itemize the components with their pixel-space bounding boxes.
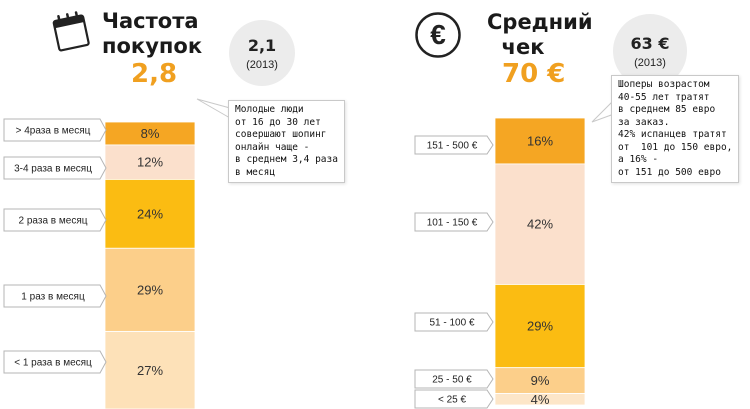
right-note: Шоперы возрастом 40-55 лет тратят в сред… <box>611 75 740 183</box>
bar-value-label: 29% <box>527 319 553 334</box>
category-label: 3-4 раза в месяц <box>14 164 92 175</box>
category-tag <box>414 135 494 155</box>
left-title: Частота покупок <box>102 9 202 59</box>
bar-value-label: 12% <box>137 155 163 170</box>
left-big-value: 2,8 <box>131 59 178 89</box>
left-title-line1: Частота <box>102 9 199 33</box>
left-circle-year: (2013) <box>246 58 278 71</box>
left-title-line2: покупок <box>102 34 203 58</box>
bar-segment <box>104 178 196 249</box>
bar-value-label: 29% <box>137 282 163 297</box>
category-tag <box>3 156 107 180</box>
left-circle: 2,1 (2013) <box>229 20 295 86</box>
bar-value-label: 24% <box>137 206 163 221</box>
bar-segment <box>494 117 586 165</box>
category-tag <box>3 350 107 374</box>
left-note-pointer <box>196 98 231 119</box>
bar-segment <box>104 144 196 180</box>
calendar-icon-svg <box>52 11 90 52</box>
category-label: < 1 раза в месяц <box>14 358 92 369</box>
bar-segment <box>494 393 586 406</box>
category-label: 2 раза в месяц <box>19 216 88 227</box>
euro-icon-glyph: € <box>430 19 446 50</box>
bar-segment <box>104 331 196 409</box>
bar-value-label: 4% <box>531 392 550 407</box>
left-circle-value: 2,1 <box>247 35 277 55</box>
category-tag <box>3 284 107 308</box>
euro-icon: € <box>414 11 462 59</box>
right-note-pointer <box>591 99 615 123</box>
bar-value-label: 8% <box>141 126 160 141</box>
category-tag <box>3 208 107 232</box>
category-label: 101 - 150 € <box>427 218 478 229</box>
left-note: Молодые люди от 16 до 30 лет совершают ш… <box>228 100 345 183</box>
category-label: > 4раза в месяц <box>16 126 91 137</box>
category-tag <box>414 389 494 409</box>
bar-segment <box>494 163 586 285</box>
bar-value-label: 27% <box>137 363 163 378</box>
bar-value-label: 9% <box>531 373 550 388</box>
chart-purchase-frequency: 8% > 4раза в месяц 12% 3-4 раза в месяц 24% 2… <box>3 118 196 409</box>
category-tag <box>414 312 494 332</box>
right-title-line2: чек <box>501 35 545 59</box>
bar-segment <box>494 284 586 369</box>
category-label: 51 - 100 € <box>429 318 474 329</box>
category-label: 151 - 500 € <box>427 141 478 152</box>
right-circle-year: (2013) <box>634 56 666 69</box>
right-circle-value: 63 € <box>630 33 670 53</box>
category-label: 25 - 50 € <box>432 375 472 386</box>
bar-segment <box>494 367 586 394</box>
bar-value-label: 42% <box>527 217 553 232</box>
bar-segment <box>104 247 196 332</box>
category-label: 1 раз в месяц <box>21 292 85 303</box>
category-tag <box>414 212 494 232</box>
right-big-value: 70 € <box>502 59 566 89</box>
category-tag <box>3 118 107 142</box>
chart-average-check: 16% 151 - 500 € 42% 101 - 150 € 29% 51 - 100 … <box>414 117 586 409</box>
category-tag <box>414 369 494 389</box>
bar-value-label: 16% <box>527 133 553 148</box>
category-label: < 25 € <box>438 395 467 406</box>
calendar-icon <box>50 10 92 54</box>
